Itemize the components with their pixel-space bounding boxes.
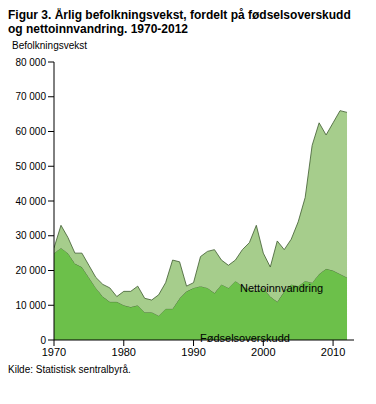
svg-text:20 000: 20 000 <box>15 265 46 276</box>
svg-text:1970: 1970 <box>42 346 66 358</box>
html-text:Nettoinnvandring: Nettoinnvandring <box>240 282 324 294</box>
html-text:Befolkningsvekst: Befolkningsvekst <box>12 40 87 51</box>
svg-text:2000: 2000 <box>251 346 275 358</box>
svg-text:70 000: 70 000 <box>15 91 46 102</box>
html-text:Fødselsoverskudd: Fødselsoverskudd <box>200 332 290 344</box>
svg-text:40 000: 40 000 <box>15 196 46 207</box>
svg-text:60 000: 60 000 <box>15 126 46 137</box>
svg-text:10 000: 10 000 <box>15 300 46 311</box>
svg-text:30 000: 30 000 <box>15 230 46 241</box>
svg-text:80 000: 80 000 <box>15 57 46 68</box>
svg-text:2010: 2010 <box>321 346 345 358</box>
svg-text:0: 0 <box>40 335 46 346</box>
svg-text:1980: 1980 <box>112 346 136 358</box>
svg-text:1990: 1990 <box>181 346 205 358</box>
html-text:Figur 3. Årlig befolkningsveks: Figur 3. Årlig befolkningsvekst, fordelt… <box>8 8 351 36</box>
svg-text:50 000: 50 000 <box>15 161 46 172</box>
html-text:Kilde: Statistisk sentralbyrå.: Kilde: Statistisk sentralbyrå. <box>8 364 131 375</box>
